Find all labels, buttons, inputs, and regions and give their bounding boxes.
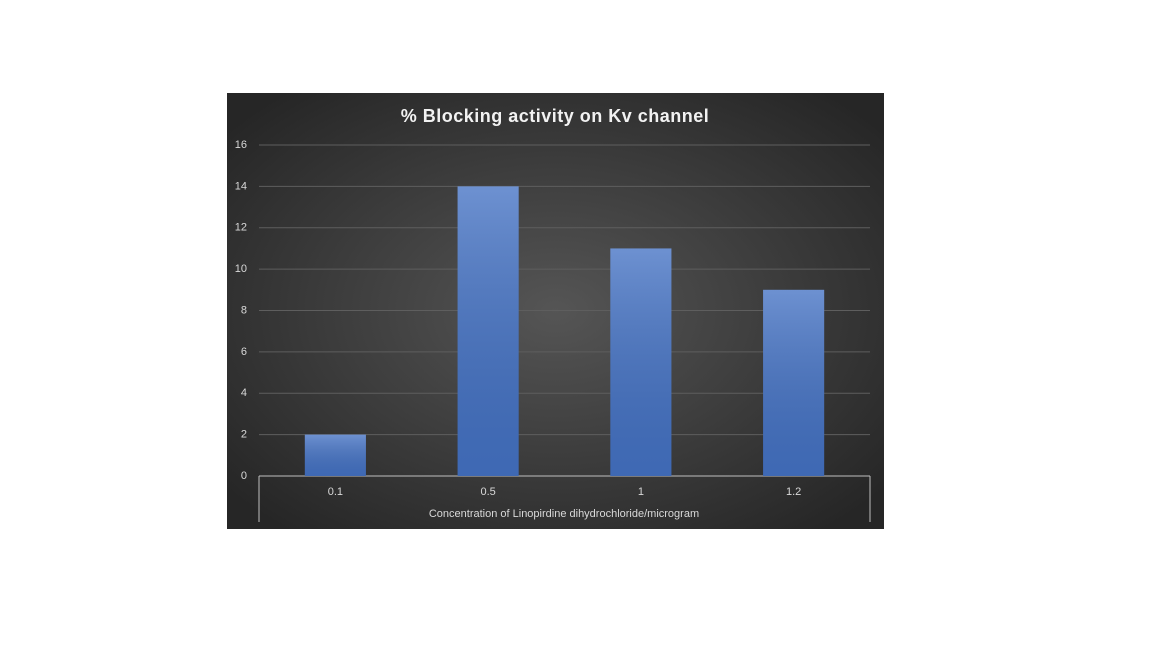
- chart-title: % Blocking activity on Kv channel: [401, 106, 710, 126]
- y-tick-label: 2: [241, 429, 247, 441]
- y-tick-label: 10: [235, 263, 247, 275]
- y-tick-label: 6: [241, 346, 247, 358]
- x-tick-label: 0.1: [328, 486, 343, 498]
- x-axis-title: Concentration of Linopirdine dihydrochlo…: [429, 508, 699, 520]
- y-tick-label: 4: [241, 387, 247, 399]
- y-tick-label: 12: [235, 222, 247, 234]
- x-tick-label: 1: [638, 486, 644, 498]
- bar-shading: [763, 289, 825, 476]
- bar-shading: [610, 248, 672, 476]
- x-tick-label: 0.5: [480, 486, 495, 498]
- y-tick-label: 8: [241, 304, 247, 316]
- y-tick-label: 14: [235, 180, 247, 192]
- x-tick-label: 1.2: [786, 486, 801, 498]
- bar-shading: [304, 434, 366, 476]
- y-tick-label: 16: [235, 139, 247, 151]
- y-tick-label: 0: [241, 470, 247, 482]
- bar-shading: [457, 186, 519, 476]
